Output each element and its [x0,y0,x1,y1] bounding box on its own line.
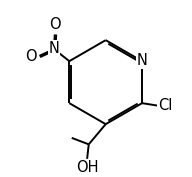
Text: Cl: Cl [158,98,172,113]
Text: N: N [49,41,59,56]
Text: OH: OH [76,160,98,175]
Text: O: O [49,17,61,32]
Text: N: N [137,53,147,68]
Text: O: O [25,49,37,64]
